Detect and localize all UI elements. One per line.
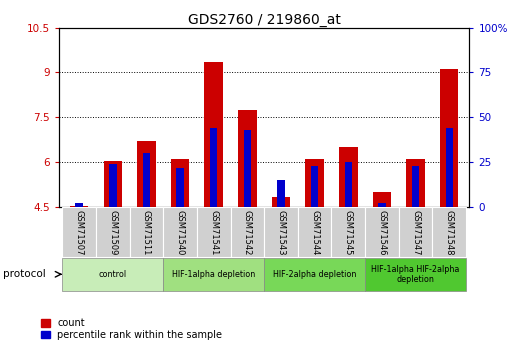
Bar	[96, 207, 130, 257]
Text: GSM71544: GSM71544	[310, 209, 319, 255]
Bar	[365, 207, 399, 257]
Bar	[412, 166, 419, 207]
Bar	[339, 147, 358, 207]
Text: GSM71507: GSM71507	[75, 209, 84, 255]
Text: control: control	[99, 270, 127, 279]
Bar	[298, 207, 331, 257]
Text: HIF-2alpha depletion: HIF-2alpha depletion	[273, 270, 357, 279]
Bar	[345, 162, 352, 207]
Text: HIF-1alpha depletion: HIF-1alpha depletion	[172, 270, 255, 279]
Text: HIF-1alpha HIF-2alpha
depletion: HIF-1alpha HIF-2alpha depletion	[371, 265, 460, 284]
Bar	[230, 207, 264, 257]
Bar	[272, 197, 290, 207]
Bar	[104, 161, 122, 207]
Bar	[264, 258, 365, 291]
Bar	[238, 110, 256, 207]
Bar	[197, 207, 230, 257]
Title: GDS2760 / 219860_at: GDS2760 / 219860_at	[188, 12, 341, 27]
Text: GSM71546: GSM71546	[378, 209, 386, 255]
Bar	[432, 207, 466, 257]
Bar	[244, 130, 251, 207]
Bar	[205, 62, 223, 207]
Text: GSM71542: GSM71542	[243, 209, 252, 255]
Text: GSM71545: GSM71545	[344, 209, 353, 255]
Bar	[378, 204, 386, 207]
Bar	[331, 207, 365, 257]
Text: GSM71509: GSM71509	[108, 209, 117, 255]
Bar	[137, 141, 156, 207]
Text: GSM71547: GSM71547	[411, 209, 420, 255]
Text: GSM71543: GSM71543	[277, 209, 286, 255]
Text: protocol: protocol	[3, 269, 45, 279]
Bar	[63, 207, 96, 257]
Bar	[305, 159, 324, 207]
Bar	[63, 258, 163, 291]
Bar	[445, 128, 453, 207]
Text: GSM71548: GSM71548	[445, 209, 453, 255]
Bar	[176, 168, 184, 207]
Bar	[210, 128, 218, 207]
Bar	[406, 159, 425, 207]
Bar	[70, 206, 88, 207]
Bar	[109, 164, 116, 207]
Bar	[171, 159, 189, 207]
Bar	[130, 207, 163, 257]
Legend: count, percentile rank within the sample: count, percentile rank within the sample	[41, 318, 222, 340]
Bar	[311, 166, 319, 207]
Bar	[440, 69, 459, 207]
Bar	[399, 207, 432, 257]
Bar	[372, 192, 391, 207]
Bar	[278, 180, 285, 207]
Bar	[264, 207, 298, 257]
Text: GSM71540: GSM71540	[175, 209, 185, 255]
Bar	[75, 204, 83, 207]
Text: GSM71511: GSM71511	[142, 209, 151, 255]
Text: GSM71541: GSM71541	[209, 209, 218, 255]
Bar	[163, 207, 197, 257]
Bar	[143, 153, 150, 207]
Bar	[365, 258, 466, 291]
Bar	[163, 258, 264, 291]
